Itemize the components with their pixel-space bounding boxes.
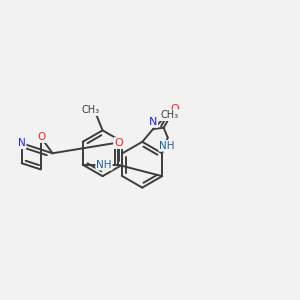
- Text: CH₃: CH₃: [81, 105, 99, 115]
- Text: N: N: [149, 117, 157, 127]
- Text: CH₃: CH₃: [160, 110, 179, 120]
- Text: N: N: [18, 138, 26, 148]
- Text: O: O: [170, 104, 179, 114]
- Text: O: O: [38, 132, 46, 142]
- Text: NH: NH: [96, 160, 112, 170]
- Text: NH: NH: [159, 141, 175, 151]
- Text: O: O: [114, 138, 123, 148]
